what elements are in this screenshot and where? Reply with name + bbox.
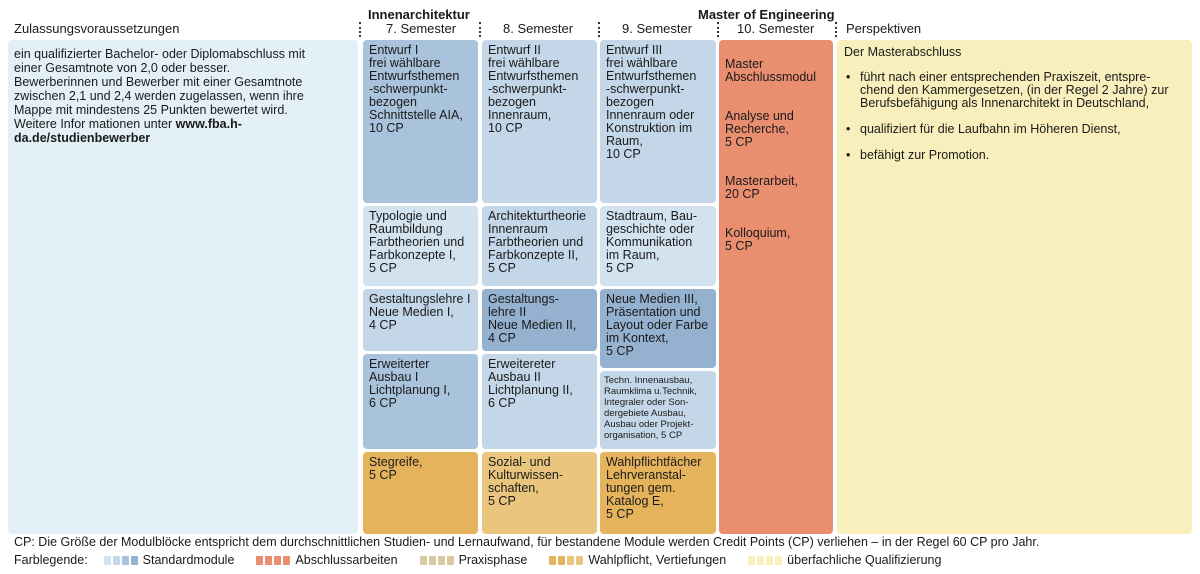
legend-text: Standardmodule bbox=[142, 553, 235, 567]
perspectives-panel: Der Masterabschluss führt nach einer ent… bbox=[837, 40, 1192, 534]
legend-swatch bbox=[558, 555, 566, 565]
legend-swatch bbox=[446, 555, 454, 565]
perspectives-title: Der Masterabschluss bbox=[844, 45, 962, 59]
module-gestaltungslehre-2: Gestaltungs- lehre II Neue Medien II, 4 … bbox=[482, 289, 597, 351]
legend-swatch bbox=[437, 555, 445, 565]
module-gestaltungslehre-1: Gestaltungslehre I Neue Medien I, 4 CP bbox=[363, 289, 478, 351]
legend-swatch bbox=[576, 555, 584, 565]
module-architekturtheorie: Architekturtheorie Innenraum Farbtheorie… bbox=[482, 206, 597, 286]
legend-text: überfachliche Qualifizierung bbox=[787, 553, 942, 567]
legend-text: Praxisphase bbox=[458, 553, 528, 567]
module-analyse-recherche: Analyse und Recherche, 5 CP bbox=[725, 109, 794, 149]
legend-swatch bbox=[283, 555, 291, 565]
legend-swatch bbox=[121, 555, 129, 565]
header-separator bbox=[359, 22, 361, 37]
legend-text: Wahlpflicht, Vertiefungen bbox=[588, 553, 727, 567]
header-separator bbox=[479, 22, 481, 37]
legend-swatch bbox=[567, 555, 575, 565]
color-legend: Farblegende: Standardmodule Abschlussarb… bbox=[14, 553, 941, 567]
legend-swatch bbox=[766, 555, 774, 565]
interior-architecture-title: Innenarchitektur bbox=[368, 7, 470, 22]
admission-link[interactable]: www.fba.h-da.de/studienbewerber bbox=[14, 117, 242, 145]
module-sozial-kulturwissenschaften: Sozial- und Kulturwissen- schaften, 5 CP bbox=[482, 452, 597, 534]
semester-8-header: 8. Semester bbox=[503, 21, 574, 36]
module-entwurf-2: Entwurf II frei wählbare Entwurfsthemen … bbox=[482, 40, 597, 203]
legend-item-wahlpflicht: Wahlpflicht, Vertiefungen bbox=[549, 553, 726, 567]
legend-text: Abschlussarbeiten bbox=[295, 553, 398, 567]
module-neue-medien-3: Neue Medien III, Präsentation und Layout… bbox=[600, 289, 716, 368]
module-entwurf-1: Entwurf I frei wählbare Entwurfsthemen -… bbox=[363, 40, 478, 203]
legend-swatch bbox=[419, 555, 427, 565]
master-module-title: Master Abschlussmodul bbox=[725, 57, 817, 84]
legend-swatch bbox=[103, 555, 111, 565]
module-stadtraum: Stadtraum, Bau- geschichte oder Kommunik… bbox=[600, 206, 716, 286]
admission-panel: ein qualifizierter Bachelor- oder Diplom… bbox=[8, 40, 358, 534]
semester-10-header: 10. Semester bbox=[737, 21, 815, 36]
cp-note: CP: Die Größe der Modulblöcke entspricht… bbox=[14, 535, 1040, 549]
legend-swatch bbox=[757, 555, 765, 565]
legend-swatch bbox=[130, 555, 138, 565]
legend-swatch bbox=[274, 555, 282, 565]
legend-item-ueberfachlich: überfachliche Qualifizierung bbox=[748, 553, 941, 567]
perspectives-header: Perspektiven bbox=[846, 21, 922, 36]
legend-item-abschluss: Abschlussarbeiten bbox=[256, 553, 398, 567]
legend-swatch bbox=[775, 555, 783, 565]
header-separator bbox=[835, 22, 837, 37]
master-of-engineering-title: Master of Engineering bbox=[698, 7, 835, 22]
header-separator bbox=[598, 22, 600, 37]
module-erweiterter-ausbau-2: Erweitereter Ausbau II Lichtplanung II, … bbox=[482, 354, 597, 449]
module-entwurf-3: Entwurf III frei wählbare Entwurfsthemen… bbox=[600, 40, 716, 203]
list-item: führt nach einer entsprechenden Praxisze… bbox=[844, 71, 1185, 110]
legend-swatch bbox=[265, 555, 273, 565]
legend-item-praxis: Praxisphase bbox=[419, 553, 528, 567]
header-separator bbox=[717, 22, 719, 37]
legend-swatch bbox=[112, 555, 120, 565]
legend-swatch bbox=[748, 555, 756, 565]
module-masterarbeit: Masterarbeit, 20 CP bbox=[725, 174, 798, 201]
module-techn-innenausbau: Techn. Innenausbau, Raumklima u.Technik,… bbox=[600, 371, 716, 449]
master-thesis-module: Master Abschlussmodul Analyse und Recher… bbox=[719, 40, 833, 534]
list-item: qualifiziert für die Laufbahn im Höheren… bbox=[844, 123, 1185, 137]
legend-swatch bbox=[256, 555, 264, 565]
module-stegreife: Stegreife, 5 CP bbox=[363, 452, 478, 534]
legend-item-standard: Standardmodule bbox=[103, 553, 235, 567]
module-wahlpflichtfaecher: Wahlpflichtfächer Lehrveranstal- tungen … bbox=[600, 452, 716, 534]
module-erweiterter-ausbau-1: Erweiterter Ausbau I Lichtplanung I, 6 C… bbox=[363, 354, 478, 449]
semester-9-header: 9. Semester bbox=[622, 21, 693, 36]
module-typologie: Typologie und Raumbildung Farbtheorien u… bbox=[363, 206, 478, 286]
module-kolloquium: Kolloquium, 5 CP bbox=[725, 226, 791, 253]
admission-requirements-text: ein qualifizierter Bachelor- oder Diplom… bbox=[14, 47, 306, 131]
perspectives-list: führt nach einer entsprechenden Praxisze… bbox=[844, 71, 1185, 163]
legend-swatch bbox=[549, 555, 557, 565]
list-item: befähigt zur Promotion. bbox=[844, 149, 1185, 163]
semester-7-header: 7. Semester bbox=[386, 21, 457, 36]
legend-label: Farblegende: bbox=[14, 553, 88, 567]
admission-text: ein qualifizierter Bachelor- oder Diplom… bbox=[14, 47, 314, 145]
legend-swatch bbox=[428, 555, 436, 565]
admission-header: Zulassungsvoraussetzungen bbox=[14, 21, 180, 36]
